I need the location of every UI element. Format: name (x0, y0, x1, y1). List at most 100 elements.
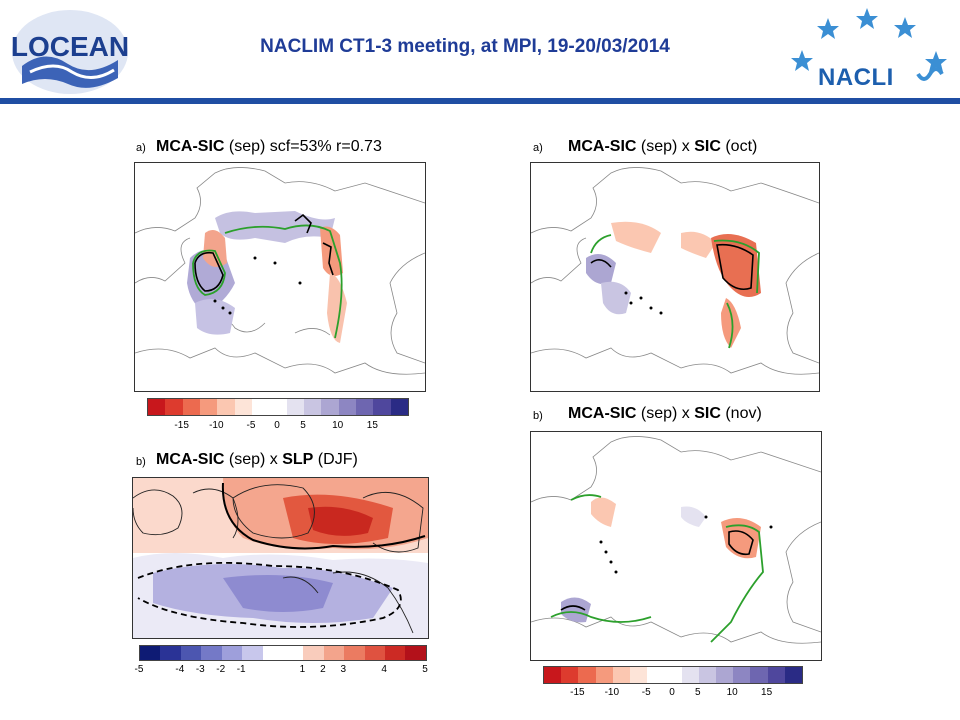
colorbar-cell (405, 646, 426, 660)
colorbar-cell (630, 667, 648, 683)
colorbar-tick-label: -5 (134, 664, 144, 675)
colorbar-cell (262, 646, 283, 660)
map-sic-nov (530, 431, 822, 661)
colorbar-cell (647, 667, 665, 683)
colorbar-cell (390, 399, 408, 415)
panel-label-left-top: a) (136, 142, 146, 154)
colorbar-tick-label: -15 (174, 420, 189, 431)
panel-label-right-top: a) (533, 142, 543, 154)
colorbar-cell (165, 399, 183, 415)
colorbar-cell (578, 667, 596, 683)
colorbar-tick-label: 10 (726, 687, 738, 698)
colorbar-tick-label: -2 (216, 664, 226, 675)
colorbar-tick-label: 15 (761, 687, 773, 698)
colorbar-cell (561, 667, 579, 683)
colorbar-tick-label: -1 (236, 664, 246, 675)
colorbar-cell (733, 667, 751, 683)
colorbar-cell (282, 646, 304, 660)
colorbar-cell (595, 667, 613, 683)
colorbar-tick-label: 5 (695, 687, 701, 698)
locean-logo-text: LOCEAN (11, 31, 129, 62)
colorbar-cell (373, 399, 391, 415)
colorbar-tick-label: 0 (669, 687, 675, 698)
title-mid: (sep) x (636, 138, 695, 155)
colorbar-tick-label: -4 (175, 664, 185, 675)
colorbar-cell (544, 667, 562, 683)
colorbar-cell (750, 667, 768, 683)
map-slp (132, 477, 429, 639)
colorbar-cell (160, 646, 181, 660)
colorbar-cell (767, 667, 785, 683)
colorbar-cell (385, 646, 406, 660)
slide-title: NACLIM CT1-3 meeting, at MPI, 19-20/03/2… (260, 36, 670, 57)
colorbar-cell (221, 646, 243, 660)
colorbar-cell (234, 399, 252, 415)
title-rest: (nov) (720, 405, 762, 422)
title-rest: (sep) scf=53% r=0.73 (224, 138, 382, 155)
title-bold-2: SLP (282, 451, 314, 468)
colorbar-cell (681, 667, 699, 683)
naclim-logo-text: NACLI (818, 64, 894, 91)
map-sic-oct (530, 162, 820, 392)
colorbar-sic-left-ticks: -15 -10 -5 0 5 10 15 (147, 420, 407, 434)
colorbar-cell (286, 399, 304, 415)
colorbar-sic-left (147, 398, 409, 416)
colorbar-cell (355, 399, 374, 415)
panel-title-left-bottom: MCA-SIC (sep) x SLP (DJF) (156, 451, 358, 469)
colorbar-cell (148, 399, 166, 415)
colorbar-cell (140, 646, 161, 660)
colorbar-cell (180, 646, 202, 660)
colorbar-cell (323, 646, 345, 660)
colorbar-cell (344, 646, 365, 660)
colorbar-cell (182, 399, 200, 415)
panel-title-right-bottom: MCA-SIC (sep) x SIC (nov) (568, 405, 762, 423)
colorbar-cell (364, 646, 386, 660)
title-bold: MCA-SIC (156, 138, 225, 155)
colorbar-cell (303, 399, 322, 415)
colorbar-cell (201, 646, 222, 660)
title-mid: (sep) x (224, 451, 283, 468)
colorbar-tick-label: 4 (381, 664, 387, 675)
colorbar-tick-label: -3 (195, 664, 205, 675)
panel-title-left-top: MCA-SIC (sep) scf=53% r=0.73 (156, 138, 382, 156)
colorbar-cell (612, 667, 631, 683)
colorbar-tick-label: -5 (641, 687, 651, 698)
colorbar-sic-right-ticks: -15 -10 -5 0 5 10 15 (543, 687, 801, 701)
colorbar-slp-ticks: -5 -4 -3 -2 -1 1 2 3 4 5 (135, 664, 428, 678)
map-sic-mca (134, 162, 426, 392)
naclim-logo (790, 6, 950, 98)
colorbar-cell (664, 667, 682, 683)
colorbar-cell (217, 399, 235, 415)
colorbar-cell (784, 667, 803, 683)
star-icon-group (791, 8, 947, 72)
colorbar-cell (698, 667, 717, 683)
colorbar-cell (303, 646, 324, 660)
colorbar-cell (321, 399, 339, 415)
colorbar-tick-label: 15 (366, 420, 378, 431)
title-rest: (DJF) (313, 451, 358, 468)
colorbar-tick-label: 1 (299, 664, 306, 675)
colorbar-cell (338, 399, 356, 415)
colorbar-tick-label: -15 (570, 687, 585, 698)
title-bold: MCA-SIC (156, 451, 225, 468)
colorbar-tick-label: 0 (274, 420, 280, 431)
header-rule (0, 98, 960, 104)
colorbar-cell (269, 399, 287, 415)
colorbar-cell (242, 646, 263, 660)
colorbar-tick-label: 2 (320, 664, 326, 675)
colorbar-tick-label: -10 (604, 687, 620, 698)
colorbar-cell (199, 399, 218, 415)
title-rest: (oct) (720, 138, 758, 155)
colorbar-cell (251, 399, 270, 415)
title-bold-2: SIC (694, 138, 721, 155)
locean-logo: LOCEAN (10, 8, 130, 96)
title-mid: (sep) x (636, 405, 695, 422)
colorbar-tick-label: 3 (340, 664, 347, 675)
colorbar-tick-label: -5 (246, 420, 256, 431)
colorbar-slp (139, 645, 427, 661)
panel-title-right-top: MCA-SIC (sep) x SIC (oct) (568, 138, 757, 156)
title-bold: MCA-SIC (568, 405, 637, 422)
title-bold-2: SIC (694, 405, 721, 422)
colorbar-tick-label: 5 (300, 420, 306, 431)
panel-label-right-bottom: b) (533, 410, 543, 422)
